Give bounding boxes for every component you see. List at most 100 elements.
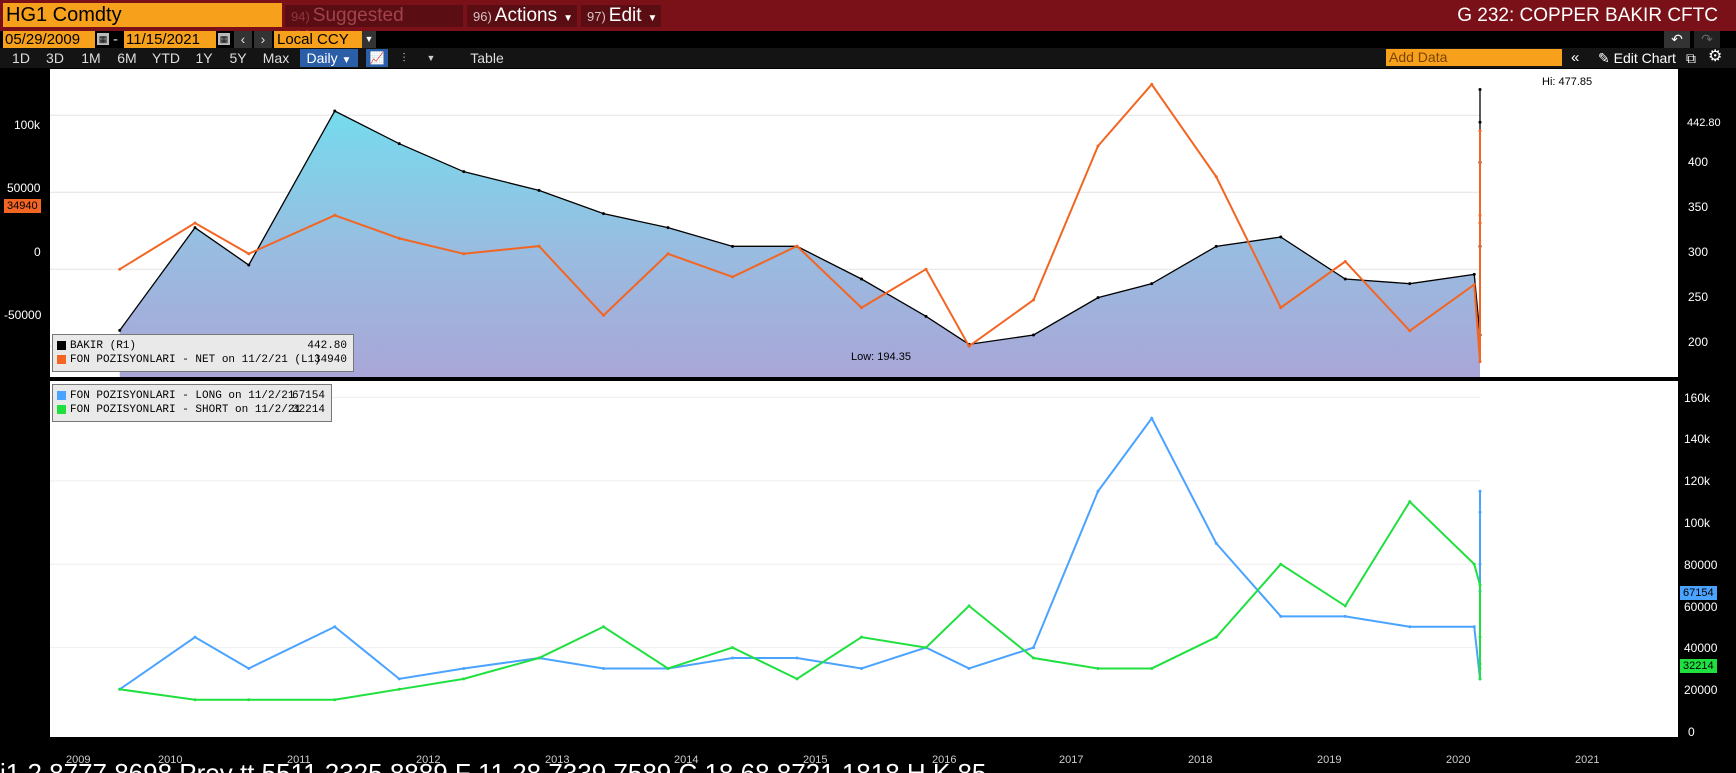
copper-point — [247, 263, 251, 267]
short-point — [1478, 662, 1482, 666]
start-date-input[interactable]: 05/29/2009 — [3, 31, 95, 48]
add-data-input[interactable]: Add Data — [1386, 49, 1562, 66]
next-period-button[interactable]: › — [254, 31, 272, 48]
range-1m-button[interactable]: 1M — [81, 50, 101, 66]
copper-point — [731, 244, 734, 248]
chart-settings-icon[interactable]: ⧉ — [1686, 50, 1696, 66]
legend-item: FON POZISYONLARI - NET on 11/2/21 (L1) 3… — [53, 353, 353, 367]
right-axis-tick: 300 — [1688, 245, 1709, 259]
x-axis-year: 2012 — [416, 754, 441, 766]
chevron-down-icon: ▼ — [647, 13, 658, 24]
copper-point — [1150, 282, 1154, 286]
edit-menu-button[interactable]: 97) Edit ▼ — [581, 5, 661, 27]
upper-legend: BAKIR (R1) 442.80 FON POZISYONLARI - NET… — [52, 334, 354, 372]
frequency-select[interactable]: Daily ▼ — [300, 49, 358, 67]
net-value-tag: 34940 — [4, 199, 41, 213]
long-point — [602, 666, 605, 670]
x-axis-year: 2011 — [287, 754, 311, 766]
calendar-icon[interactable]: ▦ — [97, 33, 109, 45]
legend-swatch — [57, 390, 66, 400]
copper-area — [119, 89, 1480, 378]
left-axis-tick: 0 — [34, 245, 41, 259]
pane-divider[interactable] — [0, 377, 1736, 381]
range-1d-button[interactable]: 1D — [12, 50, 30, 66]
short-point — [397, 687, 401, 691]
range-max-button[interactable]: Max — [262, 50, 290, 66]
suggested-charts-number: 94) — [291, 9, 310, 24]
x-axis-year: 2016 — [932, 754, 957, 766]
net-point — [731, 275, 734, 279]
x-axis-year: 2018 — [1188, 754, 1213, 766]
chevron-down-icon[interactable]: ▼ — [362, 31, 376, 48]
right-axis-tick: 400 — [1688, 155, 1709, 169]
range-1y-button[interactable]: 1Y — [195, 50, 213, 66]
long-point — [731, 656, 734, 660]
currency-select[interactable]: Local CCY — [274, 31, 362, 48]
long-point — [1343, 614, 1347, 618]
calendar-icon[interactable]: ▦ — [218, 33, 230, 45]
legend-item: FON POZISYONLARI - LONG on 11/2/21 67154 — [53, 389, 331, 403]
bar-chart-icon[interactable]: ⫶ — [402, 51, 406, 65]
edit-chart-button[interactable]: ✎ Edit Chart — [1598, 48, 1676, 68]
net-point — [333, 213, 337, 217]
right-axis-tick: 250 — [1688, 290, 1709, 304]
copper-point — [1408, 282, 1412, 286]
collapse-icon[interactable]: « — [1571, 49, 1580, 66]
actions-menu-button[interactable]: 96) Actions ▼ — [467, 5, 577, 27]
right-axis-tick: 200 — [1688, 335, 1709, 349]
actions-number: 96) — [473, 9, 492, 24]
left-axis-tick: 100k — [14, 118, 41, 132]
net-point — [1096, 144, 1100, 148]
range-5y-button[interactable]: 5Y — [229, 50, 247, 66]
long-point — [1150, 416, 1154, 420]
x-axis-year: 2010 — [158, 754, 183, 766]
net-point — [924, 267, 928, 271]
redo-icon[interactable]: ↷ — [1694, 31, 1720, 48]
x-axis-year: 2013 — [545, 754, 570, 766]
short-point — [1096, 666, 1100, 670]
short-point — [795, 677, 799, 681]
right-axis-tick: 120k — [1684, 474, 1711, 488]
net-point — [1478, 129, 1482, 133]
undo-icon[interactable]: ↶ — [1664, 31, 1690, 48]
legend-value: 34940 — [313, 354, 347, 366]
net-point — [602, 313, 605, 317]
range-ytd-button[interactable]: YTD — [152, 50, 180, 66]
legend-swatch — [57, 340, 66, 350]
legend-value: 32214 — [291, 404, 325, 416]
copper-point — [602, 212, 605, 216]
x-axis-year: 2019 — [1317, 754, 1342, 766]
net-point — [247, 252, 251, 256]
chart-toolbar — [0, 48, 1736, 68]
copper-point — [1279, 235, 1283, 239]
net-point — [537, 244, 541, 248]
end-date-input[interactable]: 11/15/2021 — [124, 31, 216, 48]
table-button[interactable]: Table — [470, 50, 504, 66]
suggested-charts-button[interactable]: 94)Suggested Charts — [285, 5, 463, 49]
chevron-down-icon: ▼ — [341, 55, 352, 66]
gear-icon[interactable]: ⚙ — [1708, 48, 1723, 65]
legend-swatch — [57, 354, 66, 364]
lower-chart — [50, 396, 1482, 702]
previous-period-button[interactable]: ‹ — [234, 31, 252, 48]
copper-point — [1032, 333, 1035, 337]
long-point — [333, 625, 337, 629]
upper-chart — [50, 82, 1482, 378]
range-6m-button[interactable]: 6M — [117, 50, 137, 66]
long-point — [967, 666, 971, 670]
long-point — [397, 677, 401, 681]
short-point — [1343, 604, 1347, 608]
ticker-field[interactable]: HG1 Comdty — [3, 3, 282, 27]
range-3d-button[interactable]: 3D — [46, 50, 64, 66]
copper-point — [1096, 296, 1100, 300]
line-chart-icon[interactable]: 📈 — [366, 49, 388, 67]
copper-point — [1478, 88, 1482, 92]
upper-chart-panel — [50, 69, 1678, 378]
copper-point — [1478, 120, 1482, 124]
chevron-down-icon[interactable]: ▼ — [426, 53, 436, 63]
edit-label: Edit — [608, 5, 642, 26]
net-point — [1472, 283, 1476, 287]
short-point — [731, 646, 734, 650]
long-point — [1032, 646, 1035, 650]
copper-point — [666, 226, 670, 230]
